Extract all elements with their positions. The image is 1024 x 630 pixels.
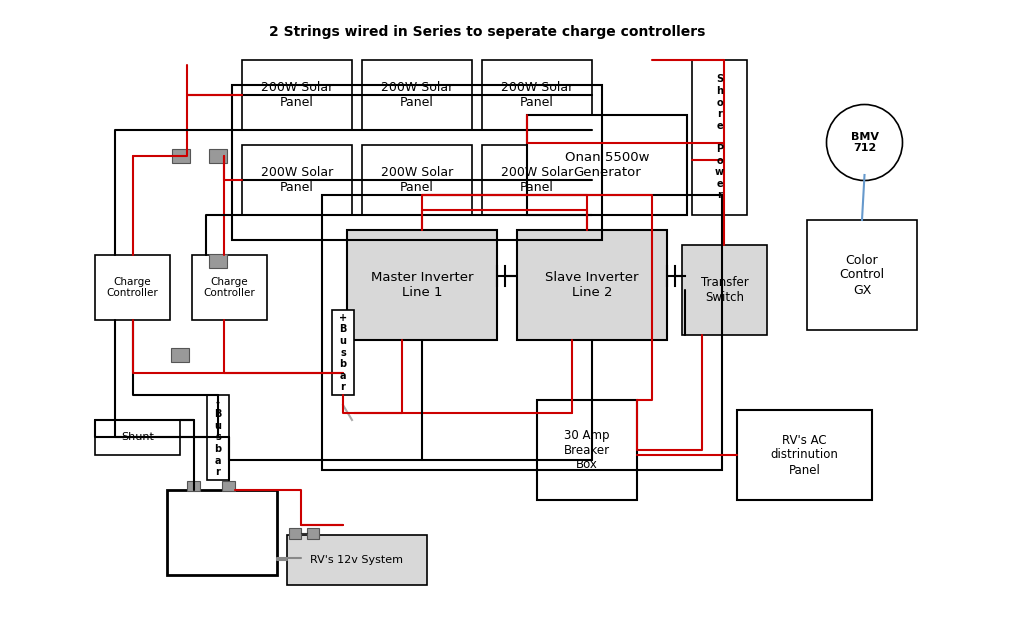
FancyBboxPatch shape [242, 60, 352, 130]
Text: 200W Solar
Panel: 200W Solar Panel [261, 81, 333, 109]
Text: Shunt: Shunt [121, 433, 154, 442]
Text: RV's AC
distrinution
Panel: RV's AC distrinution Panel [771, 433, 839, 476]
FancyBboxPatch shape [193, 255, 267, 320]
Bar [222, 481, 234, 491]
Text: RV's 12v System: RV's 12v System [310, 555, 403, 565]
Text: S
h
o
r
e
 
P
o
w
e
r: S h o r e P o w e r [715, 74, 724, 200]
FancyBboxPatch shape [537, 400, 637, 500]
Text: Slave Inverter
Line 2: Slave Inverter Line 2 [545, 271, 639, 299]
Text: Charge
Controller: Charge Controller [204, 277, 255, 298]
Text: 200W Solar
Panel: 200W Solar Panel [501, 166, 573, 194]
Text: -
B
u
s
b
a
r: - B u s b a r [214, 398, 221, 478]
FancyBboxPatch shape [242, 145, 352, 215]
Text: 30 Amp
Breaker
Box: 30 Amp Breaker Box [564, 428, 610, 471]
Bar [307, 527, 319, 539]
FancyBboxPatch shape [287, 535, 427, 585]
FancyBboxPatch shape [692, 60, 746, 215]
FancyBboxPatch shape [362, 145, 472, 215]
Circle shape [826, 105, 902, 181]
FancyBboxPatch shape [682, 245, 767, 335]
Text: Onan 5500w
Generator: Onan 5500w Generator [565, 151, 649, 179]
FancyBboxPatch shape [167, 490, 278, 575]
FancyBboxPatch shape [737, 410, 872, 500]
Text: 2 Strings wired in Series to seperate charge controllers: 2 Strings wired in Series to seperate ch… [269, 25, 706, 39]
FancyBboxPatch shape [527, 115, 687, 215]
FancyBboxPatch shape [95, 420, 180, 455]
Bar [171, 348, 189, 362]
Text: 200W Solar
Panel: 200W Solar Panel [261, 166, 333, 194]
FancyBboxPatch shape [332, 310, 354, 395]
Text: 200W Solar
Panel: 200W Solar Panel [501, 81, 573, 109]
FancyBboxPatch shape [207, 395, 229, 480]
Text: 200W Solar
Panel: 200W Solar Panel [381, 81, 454, 109]
Text: +
B
u
s
b
a
r: + B u s b a r [339, 312, 347, 392]
Text: 200W Solar
Panel: 200W Solar Panel [381, 166, 454, 194]
Bar [209, 149, 227, 163]
Text: Color
Control
GX: Color Control GX [840, 253, 885, 297]
FancyBboxPatch shape [517, 230, 667, 340]
FancyBboxPatch shape [95, 255, 170, 320]
FancyBboxPatch shape [347, 230, 497, 340]
FancyBboxPatch shape [362, 60, 472, 130]
FancyBboxPatch shape [482, 145, 592, 215]
Text: BMV
712: BMV 712 [851, 132, 879, 153]
FancyBboxPatch shape [807, 220, 918, 330]
Bar [172, 149, 190, 163]
Text: Charge
Controller: Charge Controller [106, 277, 159, 298]
Text: Transfer
Switch: Transfer Switch [700, 276, 749, 304]
FancyBboxPatch shape [482, 60, 592, 130]
Bar [209, 254, 227, 268]
Bar [187, 481, 200, 491]
Text: Master Inverter
Line 1: Master Inverter Line 1 [371, 271, 473, 299]
Bar [289, 527, 301, 539]
